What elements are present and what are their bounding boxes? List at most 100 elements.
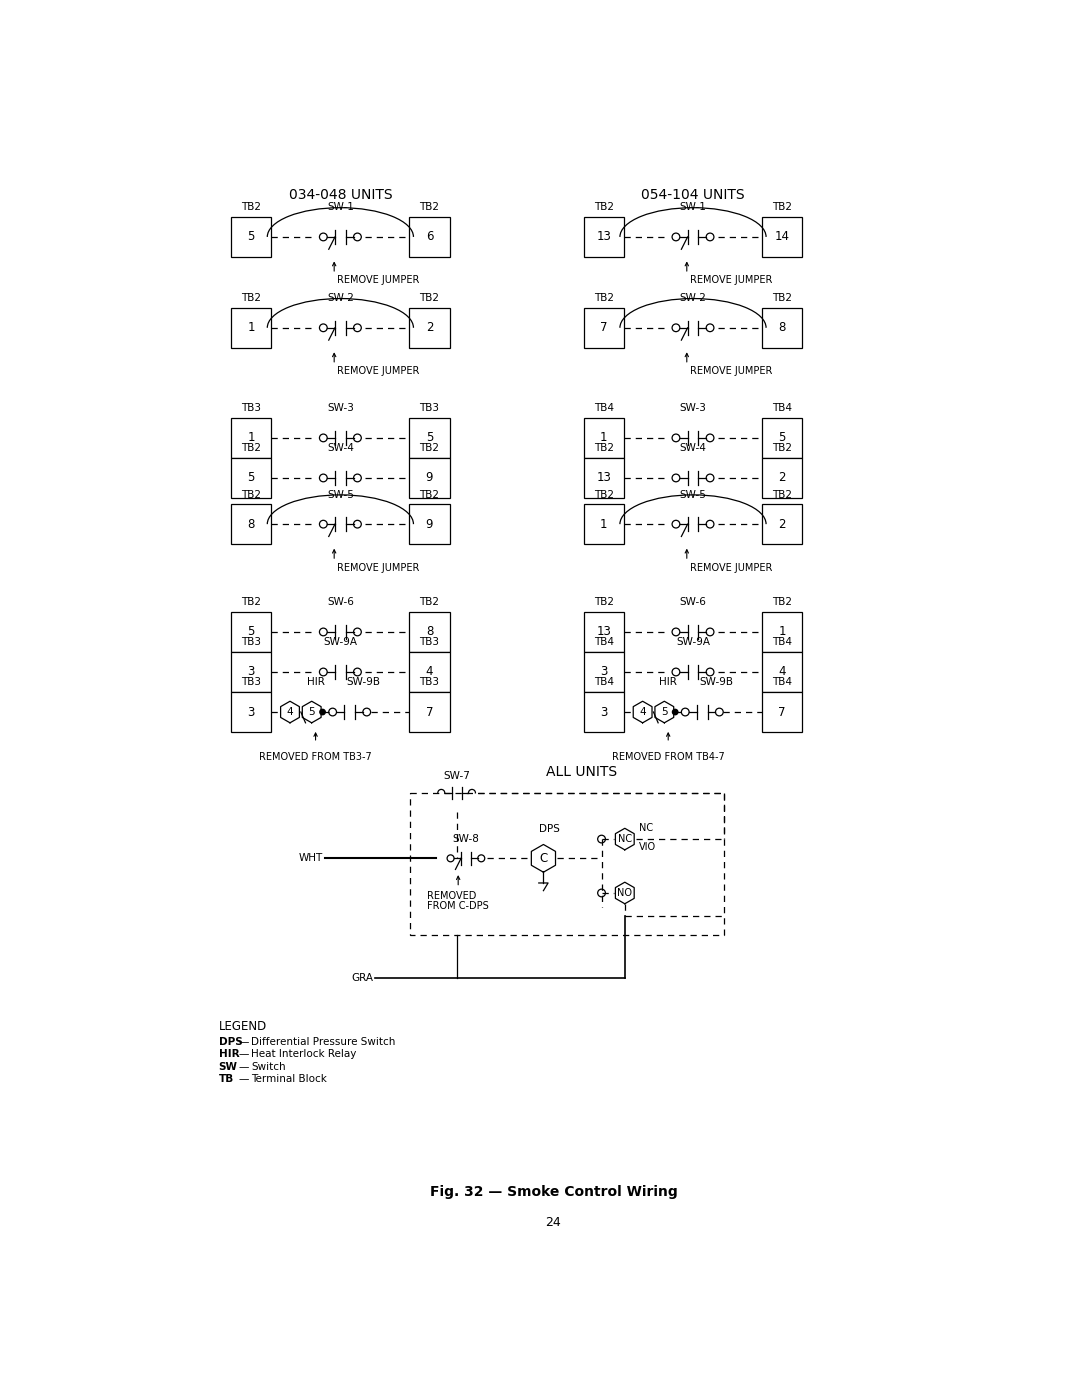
Bar — [409, 612, 449, 652]
Text: SW-1: SW-1 — [327, 203, 354, 212]
Text: Terminal Block: Terminal Block — [252, 1074, 327, 1084]
Text: SW-4: SW-4 — [327, 443, 354, 453]
Text: Fig. 32 — Smoke Control Wiring: Fig. 32 — Smoke Control Wiring — [430, 1185, 677, 1199]
Text: GRA: GRA — [352, 972, 374, 982]
Text: TB2: TB2 — [241, 293, 261, 303]
Text: SW-9B: SW-9B — [699, 678, 733, 687]
Text: TB4: TB4 — [594, 637, 613, 647]
Bar — [583, 458, 624, 497]
Text: —: — — [239, 1074, 248, 1084]
Circle shape — [320, 710, 325, 715]
Text: REMOVED: REMOVED — [428, 891, 476, 901]
Bar — [583, 418, 624, 458]
Text: TB3: TB3 — [241, 404, 261, 414]
Text: 1: 1 — [247, 432, 255, 444]
Text: SW-3: SW-3 — [679, 404, 706, 414]
Bar — [231, 418, 271, 458]
Text: 6: 6 — [426, 231, 433, 243]
Text: ALL UNITS: ALL UNITS — [545, 766, 617, 780]
Text: NO: NO — [618, 888, 632, 898]
Bar — [762, 307, 802, 348]
Bar — [409, 692, 449, 732]
Text: TB3: TB3 — [241, 637, 261, 647]
Text: TB2: TB2 — [594, 443, 613, 453]
Text: SW-9B: SW-9B — [347, 678, 380, 687]
Text: 9: 9 — [426, 471, 433, 485]
Bar — [762, 458, 802, 497]
Text: SW-9A: SW-9A — [676, 637, 710, 647]
Text: 1: 1 — [247, 321, 255, 334]
Text: TB2: TB2 — [594, 293, 613, 303]
Text: 14: 14 — [774, 231, 789, 243]
Text: TB3: TB3 — [241, 678, 261, 687]
Text: HIR: HIR — [218, 1049, 240, 1059]
Text: 4: 4 — [426, 665, 433, 679]
Text: 5: 5 — [779, 432, 786, 444]
Text: TB4: TB4 — [594, 404, 613, 414]
Text: SW: SW — [218, 1062, 238, 1071]
Text: 5: 5 — [247, 626, 255, 638]
Text: SW-9A: SW-9A — [323, 637, 357, 647]
Text: SW-3: SW-3 — [327, 404, 354, 414]
Text: TB2: TB2 — [594, 598, 613, 608]
Text: TB: TB — [218, 1074, 234, 1084]
Text: 13: 13 — [596, 626, 611, 638]
Text: REMOVE JUMPER: REMOVE JUMPER — [690, 275, 772, 285]
Bar — [583, 612, 624, 652]
Bar — [583, 652, 624, 692]
Text: HIR: HIR — [307, 678, 324, 687]
Text: 4: 4 — [639, 707, 646, 717]
Text: Differential Pressure Switch: Differential Pressure Switch — [252, 1037, 395, 1046]
Text: 13: 13 — [596, 471, 611, 485]
Text: 5: 5 — [309, 707, 315, 717]
Text: REMOVE JUMPER: REMOVE JUMPER — [337, 563, 420, 573]
Text: 2: 2 — [779, 471, 786, 485]
Text: TB2: TB2 — [772, 203, 792, 212]
Bar — [762, 692, 802, 732]
Text: —: — — [239, 1062, 248, 1071]
Text: 5: 5 — [247, 231, 255, 243]
Text: 2: 2 — [779, 518, 786, 531]
Text: SW-7: SW-7 — [443, 771, 470, 781]
Text: Switch: Switch — [252, 1062, 286, 1071]
Bar — [409, 652, 449, 692]
Text: 034-048 UNITS: 034-048 UNITS — [288, 189, 392, 203]
Text: Heat Interlock Relay: Heat Interlock Relay — [252, 1049, 356, 1059]
Bar — [409, 307, 449, 348]
Bar — [762, 612, 802, 652]
Bar — [409, 217, 449, 257]
Bar — [762, 418, 802, 458]
Text: TB2: TB2 — [241, 443, 261, 453]
Text: 7: 7 — [779, 705, 786, 718]
Text: NC: NC — [638, 823, 653, 833]
Text: NC: NC — [618, 834, 632, 844]
Text: 24: 24 — [545, 1215, 562, 1229]
Bar — [231, 504, 271, 545]
Text: TB2: TB2 — [772, 443, 792, 453]
Text: 5: 5 — [426, 432, 433, 444]
Text: SW-2: SW-2 — [327, 293, 354, 303]
Text: SW-5: SW-5 — [679, 489, 706, 500]
Text: 3: 3 — [600, 705, 608, 718]
Text: DPS: DPS — [539, 824, 561, 834]
Text: 2: 2 — [426, 321, 433, 334]
Text: SW-1: SW-1 — [679, 203, 706, 212]
Text: TB4: TB4 — [772, 678, 792, 687]
Text: TB3: TB3 — [419, 404, 440, 414]
Text: LEGEND: LEGEND — [218, 1020, 267, 1032]
Text: SW-4: SW-4 — [679, 443, 706, 453]
Text: 4: 4 — [779, 665, 786, 679]
Text: SW-6: SW-6 — [327, 598, 354, 608]
Text: 3: 3 — [247, 665, 255, 679]
Text: 8: 8 — [779, 321, 786, 334]
Text: 9: 9 — [426, 518, 433, 531]
Text: TB2: TB2 — [419, 598, 440, 608]
Text: 1: 1 — [600, 432, 608, 444]
Bar — [762, 504, 802, 545]
Text: TB2: TB2 — [594, 203, 613, 212]
Text: TB2: TB2 — [419, 443, 440, 453]
Text: 1: 1 — [779, 626, 786, 638]
Text: SW-8: SW-8 — [453, 834, 480, 844]
Text: 5: 5 — [661, 707, 667, 717]
Text: REMOVE JUMPER: REMOVE JUMPER — [690, 563, 772, 573]
